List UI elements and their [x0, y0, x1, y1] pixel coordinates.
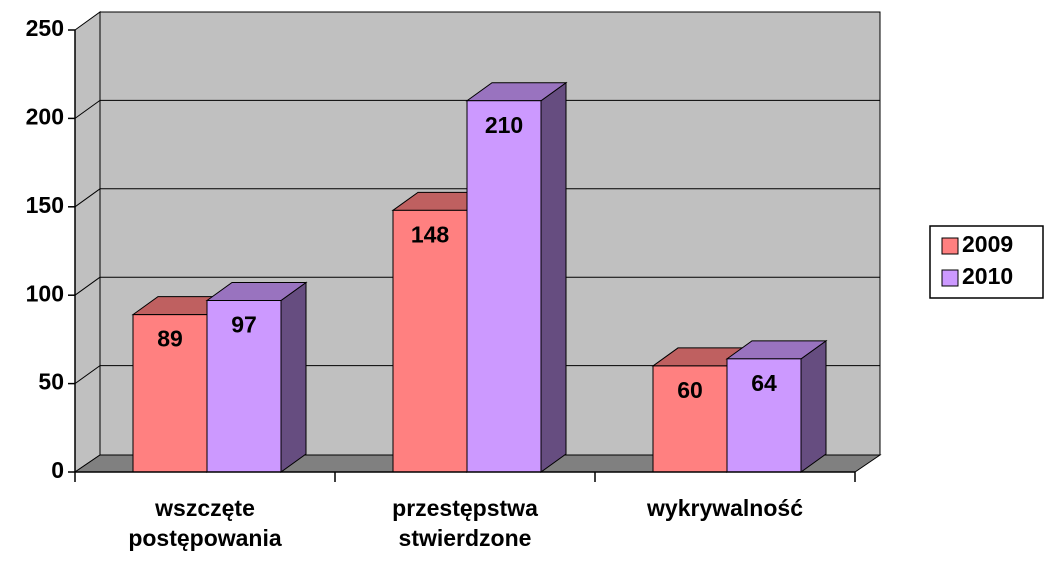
x-tick-label: wszczęte postępowania	[128, 495, 282, 551]
data-label: 89	[157, 326, 183, 352]
y-tick-label: 100	[26, 280, 64, 306]
data-label: 97	[231, 312, 257, 338]
bar-side	[280, 281, 307, 473]
data-label: 148	[411, 221, 450, 247]
x-tick-label: przestępstwa stwierdzone	[392, 495, 538, 551]
grid-line-side	[74, 365, 101, 385]
data-label: 64	[751, 370, 777, 396]
grid-line-side	[74, 99, 101, 119]
bar	[652, 365, 728, 473]
y-tick-label: 200	[26, 103, 64, 129]
legend-swatch	[941, 237, 959, 255]
y-tick-label: 50	[38, 369, 64, 395]
data-label: 210	[485, 112, 523, 138]
bar-side	[800, 339, 827, 473]
legend-entries: 2009 2010	[941, 231, 1013, 289]
data-label: 60	[677, 377, 703, 403]
y-tick-label: 150	[26, 192, 64, 218]
bar	[726, 358, 802, 473]
side-wall	[74, 11, 101, 473]
bar-side	[540, 81, 567, 473]
legend-label: 2009	[962, 231, 1013, 257]
grid-line-side	[74, 276, 101, 296]
y-tick-label: 0	[51, 457, 64, 483]
y-tick-label: 250	[26, 15, 64, 41]
bar	[206, 300, 282, 473]
bar	[392, 209, 468, 473]
grid-line-side	[74, 188, 101, 208]
legend-label: 2010	[962, 263, 1013, 289]
legend-swatch	[941, 269, 959, 287]
x-tick-label: wykrywalność	[646, 495, 803, 521]
bar	[466, 100, 542, 473]
